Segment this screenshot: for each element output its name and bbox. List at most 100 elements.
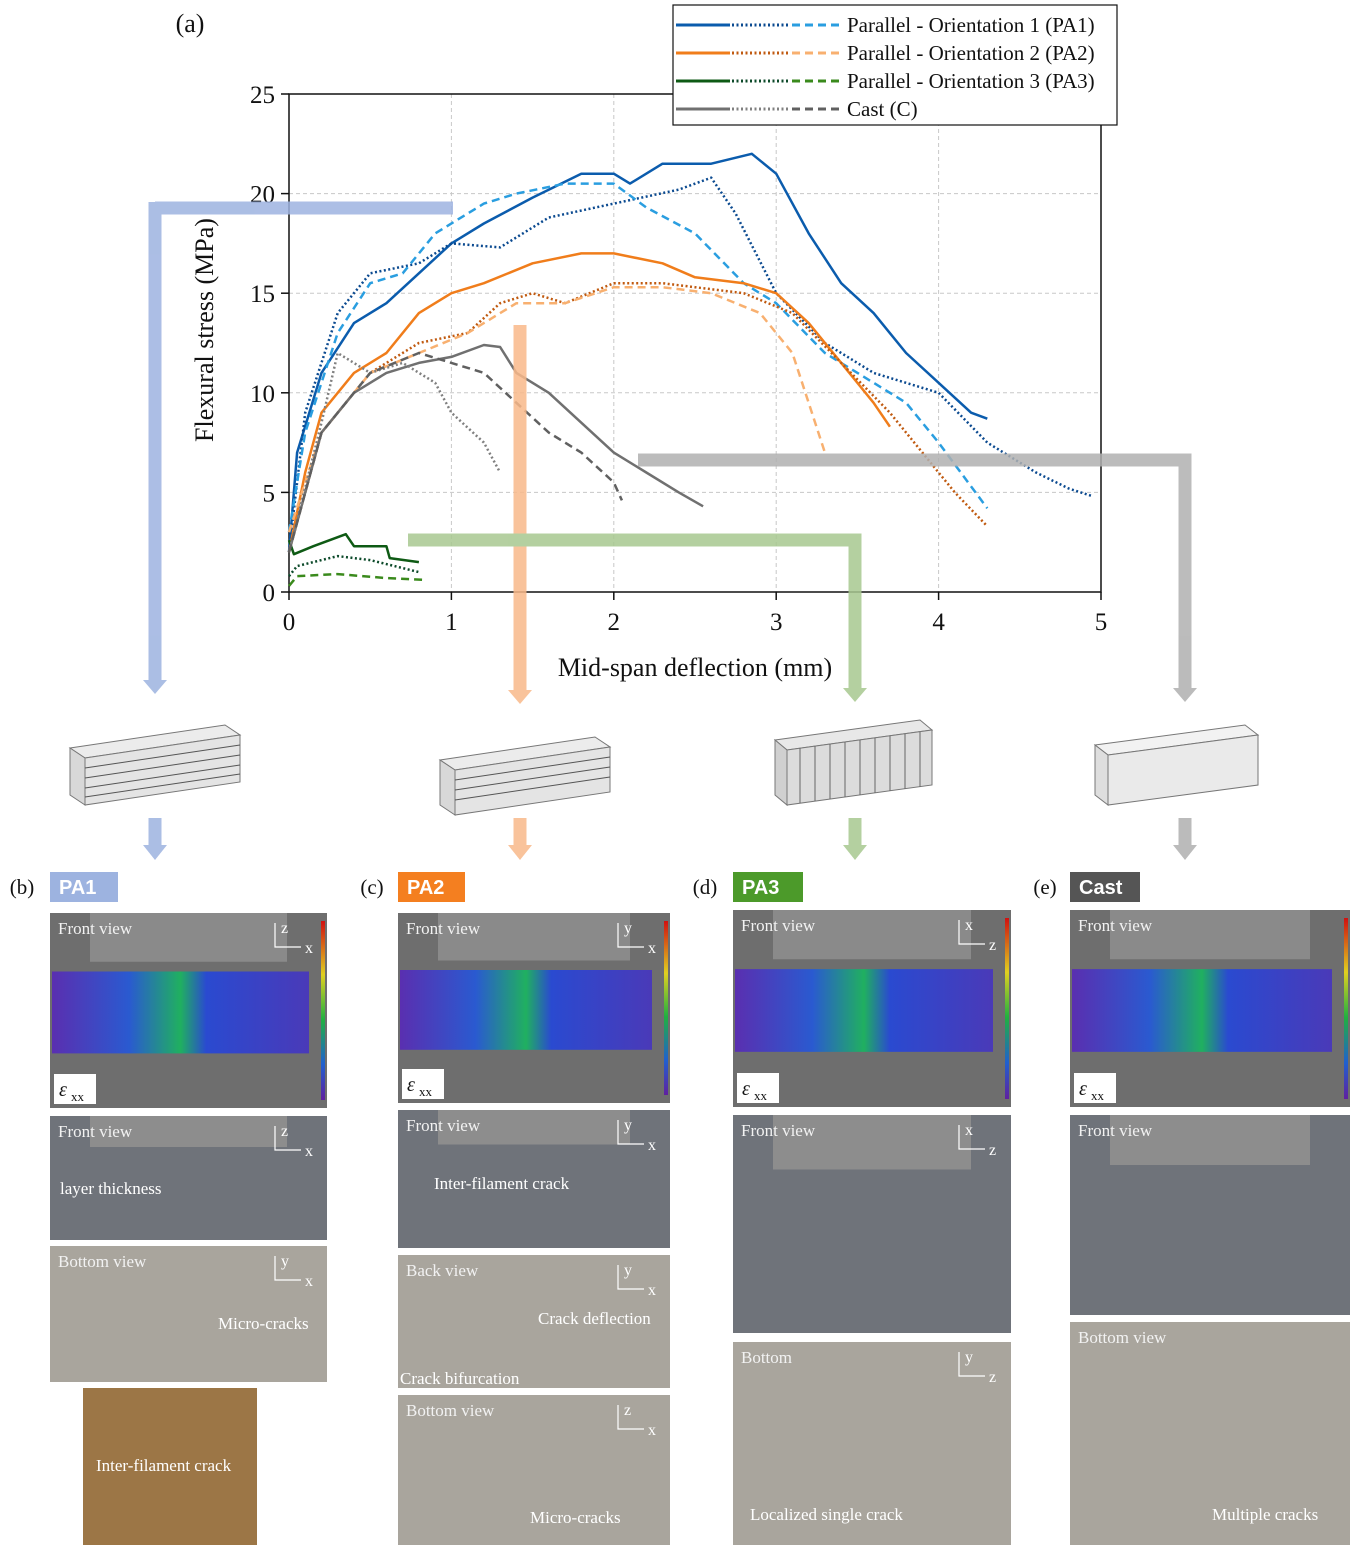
- strain-symbol: ε: [59, 1079, 67, 1101]
- photo-caption: Front view: [58, 919, 133, 938]
- data-line: [289, 534, 419, 562]
- x-tick-label: 5: [1095, 609, 1108, 636]
- legend-label: Cast (C): [847, 97, 918, 121]
- guide-arrows: [143, 202, 1197, 860]
- photo-caption: Front view: [58, 1122, 133, 1141]
- color-bar: [1344, 918, 1348, 1099]
- x-tick-label: 2: [608, 609, 621, 636]
- axis-letter: z: [989, 1369, 996, 1386]
- photo-annotation: Crack deflection: [538, 1309, 651, 1328]
- photo-caption: Back view: [406, 1261, 479, 1280]
- panel-label: (b): [10, 875, 35, 899]
- axis-letter: x: [648, 1282, 656, 1299]
- legend-label: Parallel - Orientation 2 (PA2): [847, 41, 1095, 65]
- photo-caption: Front view: [406, 1116, 481, 1135]
- photo-caption: Front view: [741, 1121, 816, 1140]
- panel: (b)PA1Front viewzxεxxFront viewzxlayer t…: [10, 872, 327, 1545]
- photo-caption: Front view: [406, 919, 481, 938]
- photo-annotation: layer thickness: [60, 1179, 162, 1198]
- axis-letter: x: [648, 1422, 656, 1439]
- panel-label: (d): [693, 875, 718, 899]
- chart-title: (a): [176, 9, 205, 38]
- axis-letter: z: [624, 1402, 631, 1419]
- axis-letter: x: [305, 1273, 313, 1290]
- x-tick-label: 3: [770, 609, 783, 636]
- strain-field: [400, 970, 652, 1050]
- photo-annotation: Inter-filament crack: [96, 1456, 232, 1475]
- photo-caption: Bottom view: [406, 1401, 495, 1420]
- axis-letter: x: [965, 1122, 973, 1139]
- photo-annotation: Localized single crack: [750, 1505, 903, 1524]
- strain-field: [735, 969, 993, 1052]
- strain-symbol: ε: [407, 1074, 415, 1096]
- axis-letter: z: [281, 920, 288, 937]
- panel-tag: Cast: [1079, 877, 1123, 899]
- axis-letter: y: [624, 920, 632, 937]
- photo-annotation: Inter-filament crack: [434, 1174, 570, 1193]
- data-line: [289, 253, 890, 552]
- panel-tag: PA3: [742, 877, 779, 899]
- panel-tag: PA1: [59, 877, 96, 899]
- x-tick-label: 1: [445, 609, 458, 636]
- axis-letter: x: [965, 917, 973, 934]
- photo-caption: Front view: [1078, 1121, 1153, 1140]
- y-tick-label: 15: [250, 281, 275, 308]
- x-tick-label: 0: [283, 609, 296, 636]
- x-tick-label: 4: [932, 609, 945, 636]
- panel-label: (c): [360, 875, 383, 899]
- y-tick-label: 25: [250, 82, 275, 109]
- photo-caption: Front view: [741, 916, 816, 935]
- y-tick-label: 10: [250, 381, 275, 408]
- data-line: [289, 353, 500, 552]
- data-line: [289, 184, 987, 533]
- y-tick-label: 5: [263, 480, 276, 507]
- strain-symbol: ε: [1079, 1078, 1087, 1100]
- legend-label: Parallel - Orientation 1 (PA1): [847, 13, 1095, 37]
- axis-letter: x: [648, 1137, 656, 1154]
- data-line: [289, 574, 427, 586]
- color-bar: [664, 921, 668, 1095]
- panel: (e) Cast Front view εxx Front view Bottom vie…: [1033, 872, 1350, 1545]
- axis-letter: x: [648, 940, 656, 957]
- specimen-sketches: [70, 720, 1258, 815]
- y-axis-label: Flexural stress (MPa): [190, 218, 219, 442]
- axis-letter: y: [965, 1349, 973, 1366]
- photo-caption: Bottom: [741, 1348, 792, 1367]
- color-bar: [1005, 918, 1009, 1099]
- axis-letter: y: [624, 1262, 632, 1279]
- panel-label: (e): [1033, 875, 1056, 899]
- page: {"chart_data": {"type": "line", "title":…: [0, 0, 1370, 1545]
- legend: Parallel - Orientation 1 (PA1) Parallel -…: [673, 5, 1117, 125]
- axis-letter: z: [989, 937, 996, 954]
- strain-field: [1072, 969, 1332, 1052]
- strain-subscript: xx: [419, 1084, 433, 1099]
- axis-letter: x: [305, 940, 313, 957]
- photo-caption: Bottom view: [1078, 1328, 1167, 1347]
- panel-tag: PA2: [407, 877, 444, 899]
- photo-caption: Front view: [1078, 916, 1153, 935]
- strain-symbol: ε: [742, 1078, 750, 1100]
- strain-field: [52, 972, 309, 1054]
- strain-subscript: xx: [1091, 1088, 1105, 1103]
- x-axis-label: Mid-span deflection (mm): [558, 653, 832, 682]
- legend-label: Parallel - Orientation 3 (PA3): [847, 69, 1095, 93]
- axis-letter: x: [305, 1143, 313, 1160]
- axis-letter: z: [989, 1142, 996, 1159]
- color-bar: [321, 921, 325, 1100]
- photo-annotation: Multiple cracks: [1212, 1505, 1318, 1524]
- photo-annotation: Crack bifurcation: [400, 1369, 520, 1388]
- y-tick-label: 0: [263, 580, 276, 607]
- strain-subscript: xx: [71, 1089, 85, 1104]
- photo-caption: Bottom view: [58, 1252, 147, 1271]
- axis-letter: y: [281, 1253, 289, 1270]
- photo-annotation: Micro-cracks: [218, 1314, 309, 1333]
- strain-subscript: xx: [754, 1088, 768, 1103]
- photo-annotation: Micro-cracks: [530, 1508, 621, 1527]
- data-line: [289, 353, 622, 552]
- data-line: [289, 287, 825, 532]
- axis-letter: y: [624, 1117, 632, 1134]
- figure: 0123450510152025 (a) Mid-span deflection…: [0, 0, 1370, 1545]
